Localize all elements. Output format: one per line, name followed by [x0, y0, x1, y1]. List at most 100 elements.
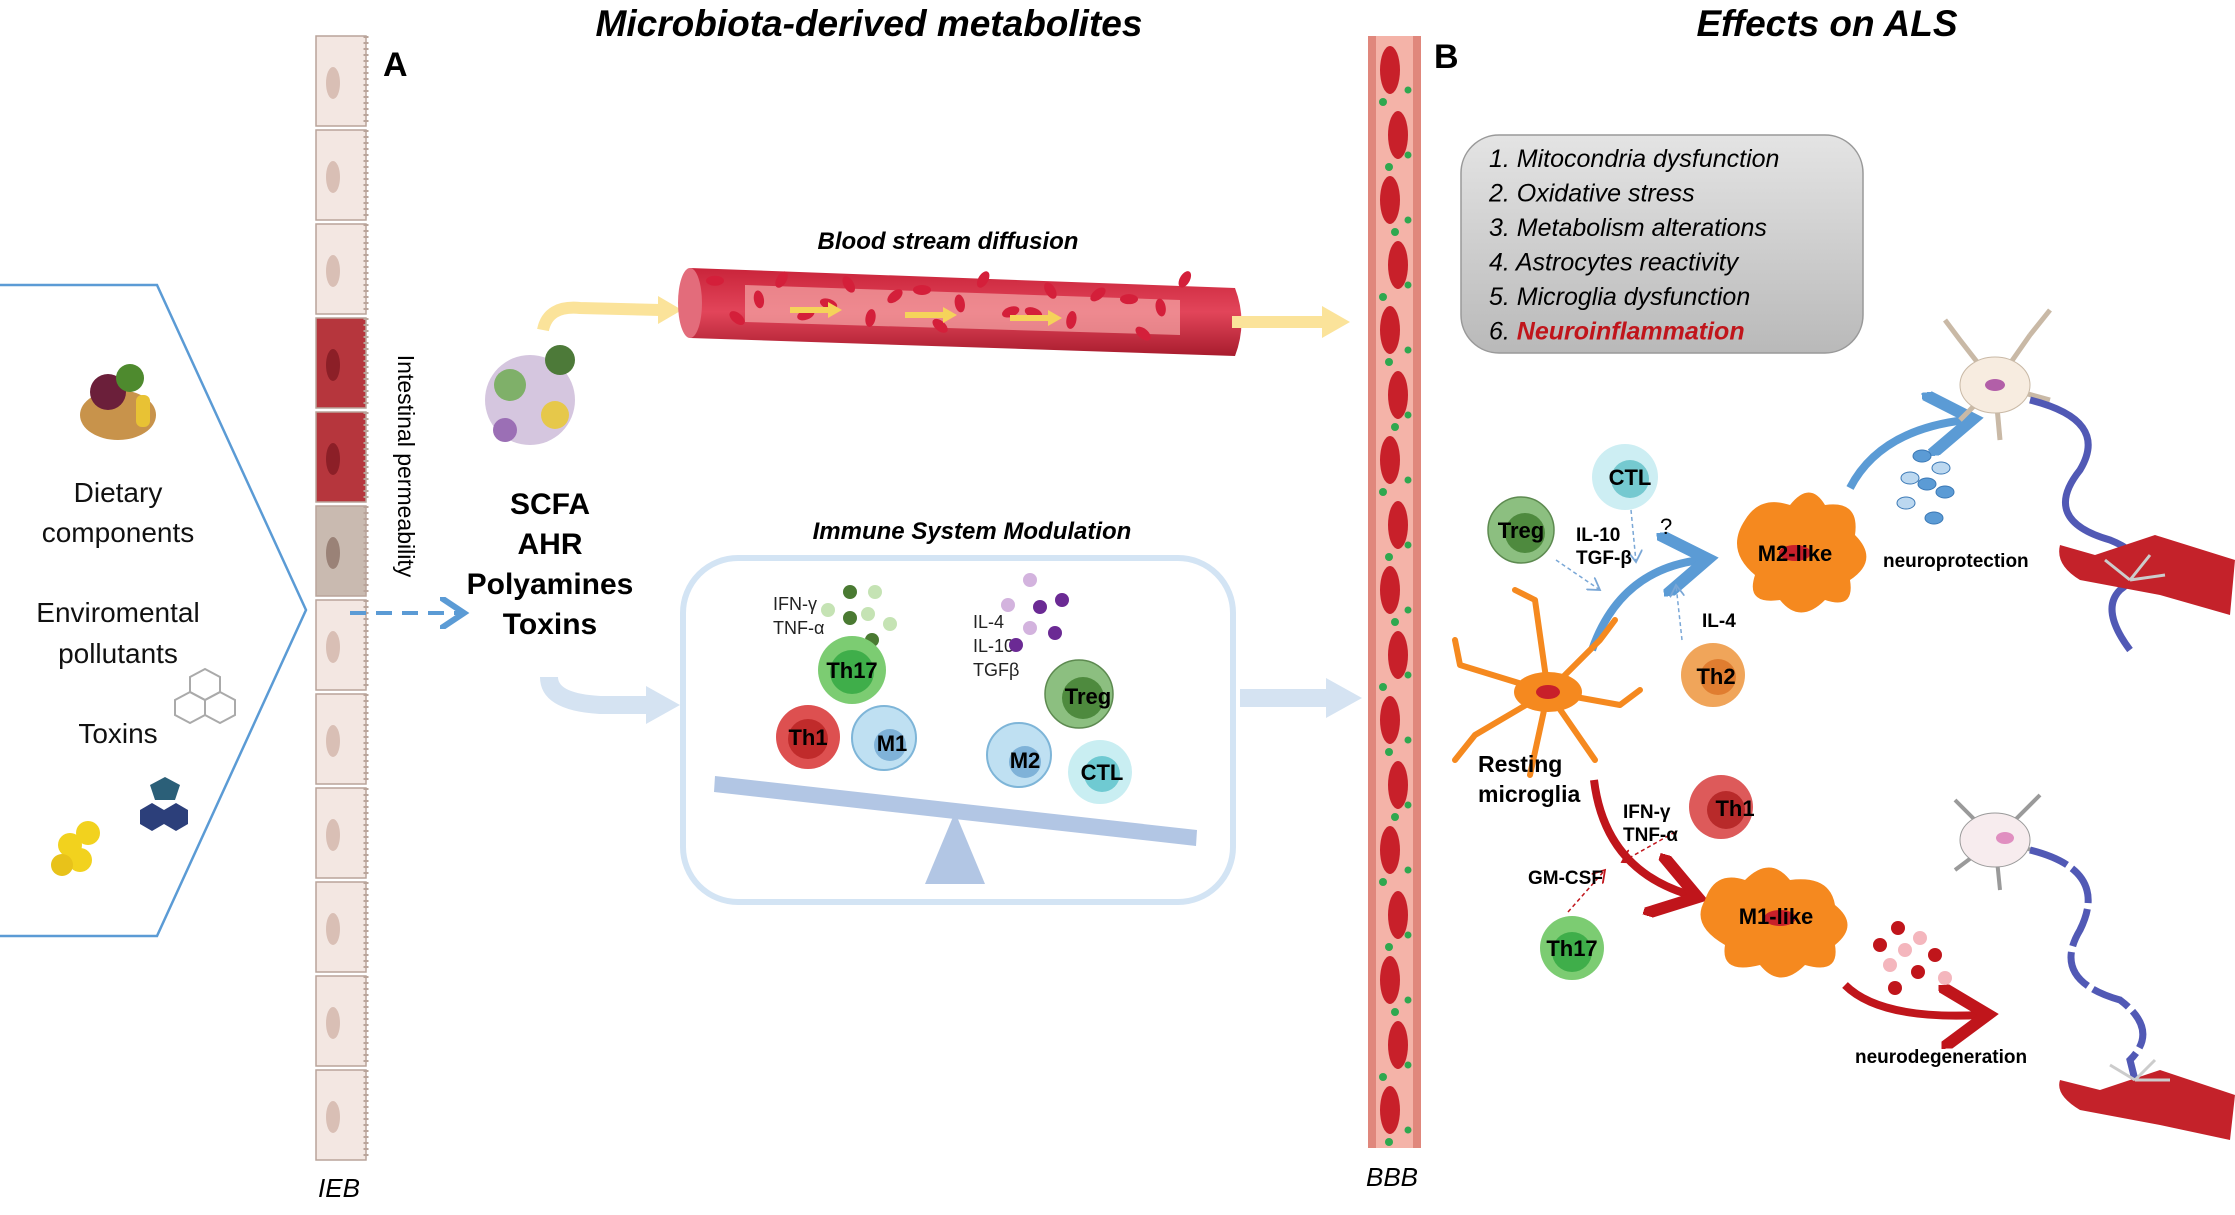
healthy-motor-neuron	[1943, 308, 2235, 653]
cell-ctl: CTL	[1068, 740, 1132, 804]
svg-text:Treg: Treg	[1498, 518, 1544, 543]
red-blood-cell	[1388, 371, 1408, 419]
polycyclic-molecule-icon	[174, 667, 236, 725]
cell-ctl-b: CTL	[1592, 444, 1658, 510]
red-blood-cell	[1044, 282, 1057, 299]
red-blood-cell	[1090, 287, 1106, 302]
epithelial-cell	[315, 317, 367, 409]
red-blood-cell	[932, 318, 948, 333]
svg-text:Th1: Th1	[1715, 796, 1754, 821]
il10-label: IL-10	[1576, 525, 1620, 546]
metabolite-polyamines: Polyamines	[467, 568, 634, 601]
red-blood-cell	[887, 289, 903, 304]
cell-th1-b: Th1	[1689, 775, 1755, 839]
red-blood-cell	[1380, 1086, 1400, 1134]
red-blood-cell	[865, 309, 876, 327]
blue-arrow-in	[540, 675, 650, 714]
neuroprotective-factors-dots	[1896, 449, 1955, 525]
red-blood-cell	[1120, 294, 1138, 305]
resting-microglia-label-1: Resting	[1478, 751, 1562, 777]
epithelial-cell	[315, 881, 367, 973]
svg-text:Treg: Treg	[1065, 684, 1111, 709]
dietary-label-1: Dietary	[74, 477, 163, 508]
pro-cytokine-ifng: IFN-γ	[773, 594, 817, 614]
red-blood-cell	[842, 276, 856, 293]
red-blood-cell	[729, 311, 745, 326]
epithelial-cell	[315, 975, 367, 1067]
red-blood-cell	[1388, 891, 1408, 939]
red-blood-cell	[1380, 176, 1400, 224]
neuroprotection-label: neuroprotection	[1883, 551, 2029, 572]
tgfb-label: TGF-β	[1576, 548, 1632, 569]
blood-stream-label: Blood stream diffusion	[818, 228, 1079, 255]
red-blood-cell	[1380, 566, 1400, 614]
red-blood-cell	[1388, 1021, 1408, 1069]
metabolite-toxins: Toxins	[503, 608, 597, 641]
epithelial-cell	[315, 787, 367, 879]
toxin-molecules-icon	[51, 777, 188, 876]
red-blood-cell	[1380, 956, 1400, 1004]
th17-signal-arrow	[1567, 870, 1605, 913]
blood-vessel	[678, 268, 1242, 356]
red-blood-cell	[753, 290, 765, 309]
svg-text:CTL: CTL	[1081, 760, 1124, 785]
toxins-label: Toxins	[78, 718, 157, 749]
metabolite-scfa: SCFA	[510, 488, 590, 521]
red-blood-cell	[1002, 306, 1020, 318]
ieb-label: IEB	[318, 1173, 360, 1203]
panel-label-b: B	[1434, 38, 1459, 76]
neurotoxic-factors-dots	[1873, 921, 1952, 995]
immune-modulation-box	[680, 555, 1236, 905]
cell-m1: M1	[851, 705, 917, 771]
yellow-arrow-in	[537, 301, 661, 332]
als-effects-box	[1460, 134, 1864, 354]
microbiota-cluster-icon	[485, 345, 575, 445]
epithelial-cell	[315, 1069, 367, 1161]
red-blood-cell	[775, 271, 788, 288]
svg-text:CTL: CTL	[1609, 465, 1652, 490]
epithelial-cell	[315, 505, 367, 597]
red-blood-cell	[1380, 306, 1400, 354]
pollutants-label-1: Enviromental	[36, 597, 199, 628]
als-effect-item: 5. Microglia dysfunction	[1489, 283, 1750, 311]
svg-text:M2-like: M2-like	[1758, 541, 1833, 566]
red-blood-cell	[954, 294, 965, 313]
yellow-arrowhead-out	[1322, 306, 1350, 338]
metabolite-ahr: AHR	[518, 528, 583, 561]
unknown-effect-mark: ?	[1660, 514, 1672, 539]
intestinal-permeability-label: Intestinal permeability	[393, 355, 419, 578]
svg-text:M1-like: M1-like	[1739, 904, 1814, 929]
als-effect-item: 2. Oxidative stress	[1488, 180, 1695, 208]
gmcsf-label: GM-CSF	[1528, 868, 1603, 889]
anti-cytokine-tgfb: TGFβ	[973, 660, 1019, 680]
tnfa-label: TNF-α	[1623, 825, 1678, 846]
red-blood-cell	[1388, 111, 1408, 159]
treg-signal-arrow	[1555, 559, 1600, 590]
dietary-label-2: components	[42, 517, 195, 548]
resting-microglia	[1452, 587, 1643, 778]
svg-text:M2: M2	[1010, 748, 1041, 773]
metabolite-list: SCFA AHR Polyamines Toxins	[467, 488, 634, 641]
als-effect-item: 4. Astrocytes reactivity	[1489, 249, 1740, 277]
anti-cytokine-il4: IL-4	[973, 612, 1004, 632]
red-blood-cell	[1380, 436, 1400, 484]
immune-modulation-label: Immune System Modulation	[813, 518, 1132, 545]
resting-microglia-label-2: microglia	[1478, 781, 1580, 807]
svg-text:Th1: Th1	[788, 725, 827, 750]
title-effects-on-als: Effects on ALS	[1696, 3, 1957, 44]
svg-text:Th2: Th2	[1696, 664, 1735, 689]
yellow-arrowhead-in	[658, 296, 682, 324]
red-blood-cell	[1178, 271, 1192, 288]
ifng-label: IFN-γ	[1623, 802, 1671, 823]
ctl-signal-arrow	[1631, 509, 1636, 562]
th2-signal-arrow	[1676, 585, 1682, 641]
m2-like-microglia: M2-like	[1737, 492, 1867, 613]
red-blood-cell	[976, 271, 990, 288]
intestinal-epithelial-barrier	[315, 35, 369, 1161]
blood-brain-barrier	[1368, 36, 1421, 1148]
svg-text:M1: M1	[877, 731, 908, 756]
cell-th17-b: Th17	[1540, 916, 1604, 980]
cell-treg-b: Treg	[1487, 496, 1555, 564]
